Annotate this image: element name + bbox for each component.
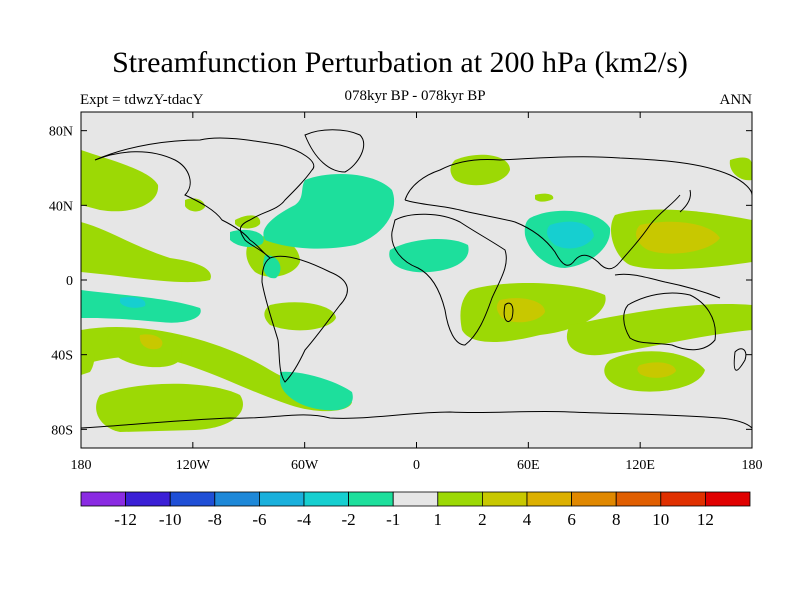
colorbar-label: -2: [342, 510, 356, 529]
colorbar-swatch: [481, 491, 528, 507]
coastline-new-zealand: [733, 348, 747, 371]
colorbar-swatch: [437, 491, 483, 507]
coastline-antarctica: [81, 410, 752, 429]
y-tick-label: 40S: [51, 349, 73, 364]
positive-anomaly-region: [235, 215, 261, 229]
x-tick-label: 60E: [517, 458, 540, 473]
coastline-eurasia: [404, 156, 752, 270]
colorbar-swatch: [660, 491, 706, 507]
colorbar-label: -6: [252, 510, 266, 529]
colorbar-label: -12: [114, 510, 137, 529]
colorbar-swatch: [348, 491, 394, 507]
colorbar-swatch: [303, 491, 349, 507]
positive-anomaly-region: [246, 236, 300, 277]
positive-anomaly-region: [107, 330, 182, 368]
x-tick-label: 0: [413, 458, 420, 473]
colorbar-swatch: [705, 491, 751, 507]
positive-anomaly-region: [96, 383, 243, 432]
coastline-japan: [679, 189, 691, 213]
coastlines: [81, 129, 752, 429]
positive-anomaly-region: [729, 157, 752, 181]
colorbar-label: 4: [523, 510, 532, 529]
colorbar-label: -10: [159, 510, 182, 529]
coastline-madagascar: [503, 302, 514, 322]
x-tick-label: 120W: [176, 458, 211, 473]
colorbar-swatch: [214, 491, 260, 507]
colorbar-label: -4: [297, 510, 312, 529]
positive-anomaly-region: [535, 193, 554, 202]
positive-anomaly-region: [566, 304, 752, 356]
y-tick-label: 80N: [49, 125, 73, 140]
x-tick-label: 120E: [625, 458, 655, 473]
colorbar-label: -1: [386, 510, 400, 529]
y-axis: 80N 40N 0 40S 80S: [49, 125, 752, 438]
colorbar-swatch: [392, 491, 439, 507]
colorbar-swatch: [526, 491, 572, 507]
strong-positive-core: [636, 221, 720, 254]
period-label: 078kyr BP - 078kyr BP: [344, 88, 486, 104]
colorbar-swatch: [571, 491, 617, 507]
coastline-greenland: [304, 129, 365, 173]
strong-positive-core: [139, 334, 163, 350]
experiment-label: Expt = tdwzY-tdacY: [80, 92, 204, 108]
coastline-africa: [391, 213, 507, 346]
positive-anomaly-region: [81, 150, 159, 212]
colorbar-swatch: [169, 491, 216, 507]
colorbar-label: 6: [567, 510, 576, 529]
season-label: ANN: [719, 92, 753, 108]
colorbar-swatch: [80, 491, 126, 507]
positive-anomaly-region: [450, 154, 510, 186]
negative-anomaly-region: [230, 229, 264, 247]
y-tick-label: 0: [66, 274, 73, 289]
coastline-south-america: [261, 255, 348, 383]
colorbar-label: 1: [434, 510, 443, 529]
colorbar-swatch: [125, 491, 171, 507]
x-axis: 180 120W 60W 0 60E 120E 180: [71, 112, 763, 473]
strong-negative-core: [120, 296, 146, 308]
colorbar-swatch: [615, 491, 662, 507]
positive-anomaly-region: [185, 198, 205, 212]
colorbar-label: -8: [208, 510, 222, 529]
plot-title: Streamfunction Perturbation at 200 hPa (…: [112, 46, 688, 79]
colorbar-swatch: [258, 491, 305, 507]
coastline-australia: [623, 292, 716, 351]
coastline-north-america: [94, 137, 315, 259]
colorbar: -12 -10 -8 -6 -4 -2 -1 1 2 4 6 8 10 12: [80, 491, 751, 529]
negative-anomaly-region: [263, 174, 395, 249]
colorbar-label: 10: [652, 510, 669, 529]
strong-negative-core: [547, 221, 594, 249]
strong-positive-core: [496, 298, 545, 323]
y-tick-label: 40N: [49, 199, 73, 214]
x-tick-label: 60W: [291, 458, 319, 473]
colorbar-label: 8: [612, 510, 621, 529]
x-tick-label: 180: [71, 458, 92, 473]
strong-positive-core: [637, 362, 676, 378]
anomaly-field: [81, 129, 752, 432]
x-tick-label: 180: [742, 458, 763, 473]
positive-anomaly-region: [81, 333, 95, 375]
positive-anomaly-region: [264, 302, 336, 331]
colorbar-label: 2: [478, 510, 487, 529]
negative-anomaly-region: [280, 371, 353, 411]
colorbar-label: 12: [697, 510, 714, 529]
y-tick-label: 80S: [51, 423, 73, 438]
positive-anomaly-region: [81, 222, 211, 283]
coastline-indonesia: [614, 273, 721, 299]
